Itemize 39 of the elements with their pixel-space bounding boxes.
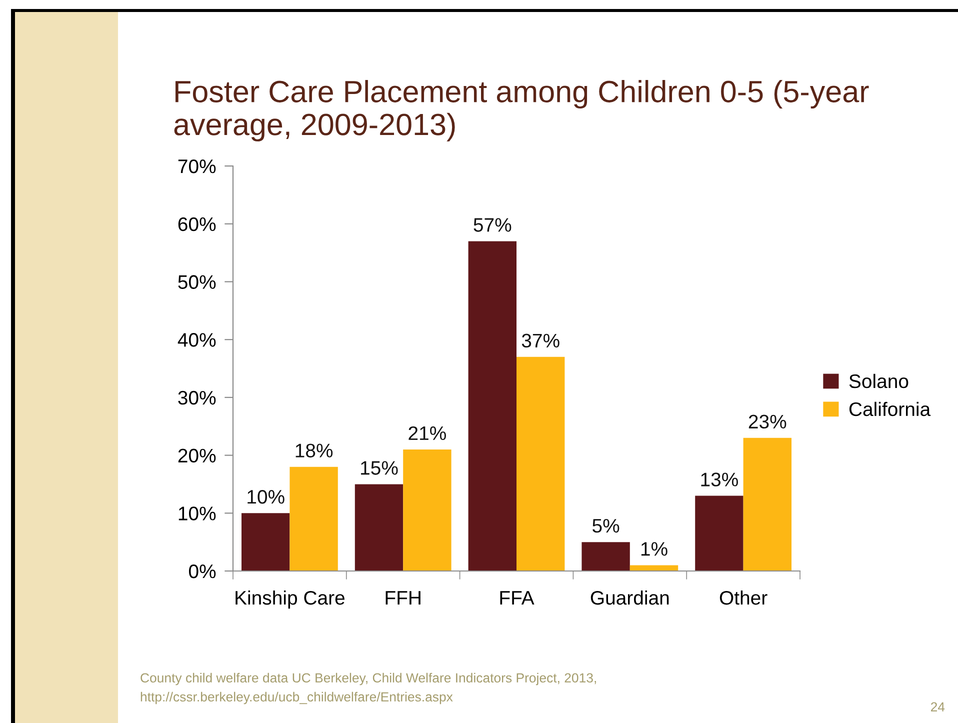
y-tick-label: 30% [178,390,216,405]
y-tick-label: 20% [178,448,216,463]
data-label: 5% [592,518,620,533]
x-tick-label: FFA [500,591,534,605]
data-label: 21% [408,426,446,440]
data-label: 18% [296,444,333,458]
bar [403,450,452,571]
data-label: 15% [361,461,398,475]
text: http://cssr.berkeley.edu/ucb_childwelfare/Entries.aspx [140,692,453,704]
bar [695,496,744,571]
data-label: 13% [701,472,738,486]
x-tick-label: Kinship Care [236,590,344,609]
legend-label: California [849,402,931,416]
y-tick-label: 0% [188,564,216,578]
data-label: 1% [641,542,668,556]
y-tick-label: 10% [178,506,216,520]
bar [743,438,792,571]
x-tick-label: Other [720,590,768,605]
y-tick-label: 40% [178,333,216,347]
bar [630,565,678,571]
y-tick-label: 50% [178,275,216,289]
legend-label: Solano [849,374,908,388]
bar [354,484,404,571]
bar [468,241,516,571]
data-label: 23% [748,414,786,429]
bar [582,542,630,571]
bar [290,466,338,571]
y-tick-label: 60% [178,217,216,232]
bar [242,513,290,571]
data-label: 37% [522,334,560,348]
chart-title: Foster Care Placement among Children 0-5 (5-year average, 2009-2013) [174,80,869,142]
data-label: 57% [474,218,512,232]
x-tick-label: FFH [386,591,420,605]
x-tick-label: Guardian [590,590,669,605]
text: County child welfare data UC Berkeley, Child Welfare Indicators Project, 2013, [140,672,596,686]
y-tick-label: 70% [178,159,216,174]
data-label: 10% [248,490,284,504]
text: 24 [930,702,945,712]
bar [516,356,565,571]
